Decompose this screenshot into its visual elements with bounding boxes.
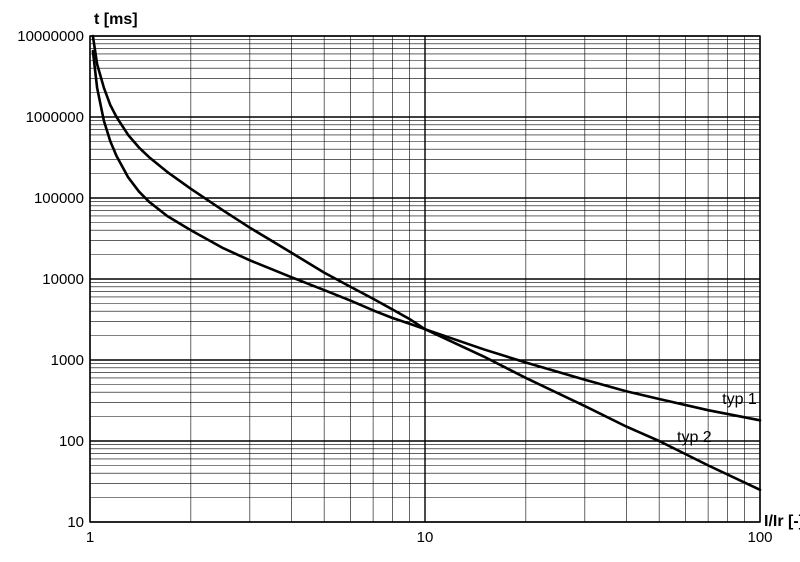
y-tick-label: 1000 — [51, 352, 84, 369]
y-tick-label: 10000 — [42, 271, 84, 288]
y-tick-label: 100000 — [34, 190, 84, 207]
x-tick-label: 1 — [86, 529, 94, 546]
series-typ-1 — [93, 36, 760, 420]
x-tick-label: 100 — [747, 529, 772, 546]
x-axis-title: I/Ir [-] — [764, 513, 800, 530]
y-tick-label: 100 — [59, 433, 84, 450]
series-label: typ 2 — [677, 429, 712, 446]
y-tick-label: 10 — [67, 514, 84, 531]
x-tick-label: 10 — [417, 529, 434, 546]
y-axis-title: t [ms] — [94, 11, 138, 28]
trip-curve-chart: 110100 101001000100001000001000000100000… — [0, 0, 800, 562]
y-tick-label: 1000000 — [26, 109, 84, 126]
series-label: typ 1 — [722, 391, 757, 408]
y-tick-label: 10000000 — [17, 28, 84, 45]
